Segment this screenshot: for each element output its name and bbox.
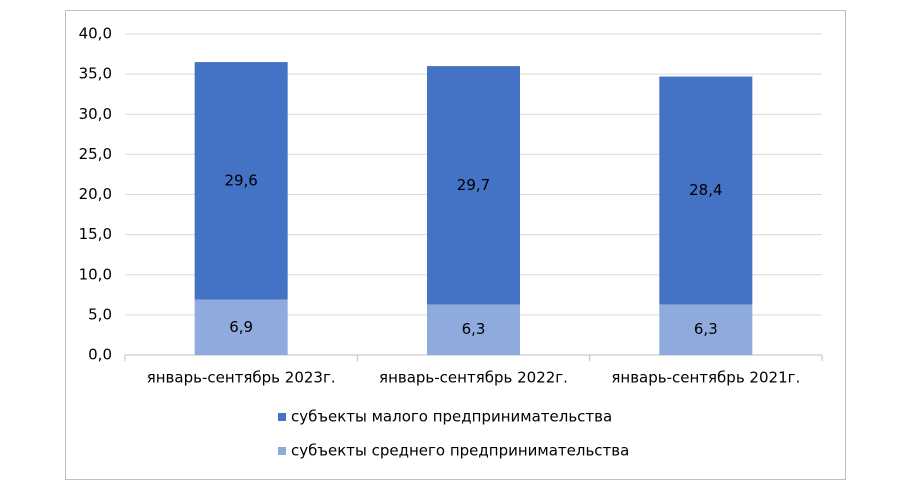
legend-label: субъекты малого предпринимательства — [291, 408, 612, 426]
legend-label: субъекты среднего предпринимательства — [291, 442, 629, 460]
bar-segment — [427, 304, 520, 355]
data-label: 29,7 — [457, 176, 490, 194]
bar-segment — [659, 76, 753, 305]
y-tick-label: 5,0 — [88, 305, 112, 323]
y-tick-label: 40,0 — [79, 25, 112, 43]
y-tick-label: 15,0 — [79, 225, 112, 243]
legend-swatch — [278, 413, 286, 421]
x-tick-label: январь-сентябрь 2021г. — [611, 369, 800, 387]
y-tick-label: 35,0 — [79, 65, 112, 83]
y-tick-label: 10,0 — [79, 265, 112, 283]
data-label: 28,4 — [689, 181, 722, 199]
legend-swatch — [278, 447, 286, 455]
y-tick-label: 0,0 — [88, 346, 112, 364]
y-tick-label: 20,0 — [79, 185, 112, 203]
bar-segment — [194, 299, 288, 355]
x-tick-label: январь-сентябрь 2022г. — [379, 369, 568, 387]
bar-segment — [659, 304, 753, 355]
data-label: 6,3 — [694, 320, 718, 338]
data-label: 6,9 — [229, 318, 253, 336]
data-label: 29,6 — [224, 171, 257, 189]
bar-segment — [427, 66, 520, 305]
data-label: 6,3 — [462, 320, 486, 338]
bar-segment — [194, 62, 288, 300]
y-tick-label: 25,0 — [79, 145, 112, 163]
y-tick-label: 30,0 — [79, 105, 112, 123]
x-tick-label: январь-сентябрь 2023г. — [147, 369, 336, 387]
